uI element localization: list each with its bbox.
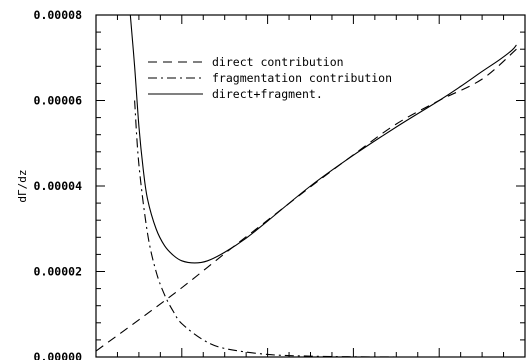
y-axis-label: dΓ/dz: [16, 169, 29, 202]
y-tick-label: 0.00000: [34, 350, 83, 360]
series-line-dashdot: [134, 100, 397, 357]
y-tick-labels: 0.00000 0.00002 0.00004 0.00006 0.00008: [34, 8, 83, 360]
y-tick-label: 0.00002: [34, 265, 82, 279]
series-line-dashed: [96, 48, 517, 352]
x-axis-label: z: [309, 357, 316, 360]
legend: direct contribution fragmentation contrib…: [148, 55, 392, 101]
legend-label: direct+fragment.: [212, 87, 323, 101]
y-tick-label: 0.00004: [34, 179, 83, 193]
series-lines: [96, 15, 517, 357]
legend-label: direct contribution: [212, 55, 344, 69]
series-line-solid: [129, 15, 517, 264]
axis-ticks: [95, 14, 526, 358]
legend-label: fragmentation contribution: [212, 71, 392, 85]
y-tick-label: 0.00006: [34, 94, 83, 108]
y-tick-label: 0.00008: [34, 8, 83, 22]
